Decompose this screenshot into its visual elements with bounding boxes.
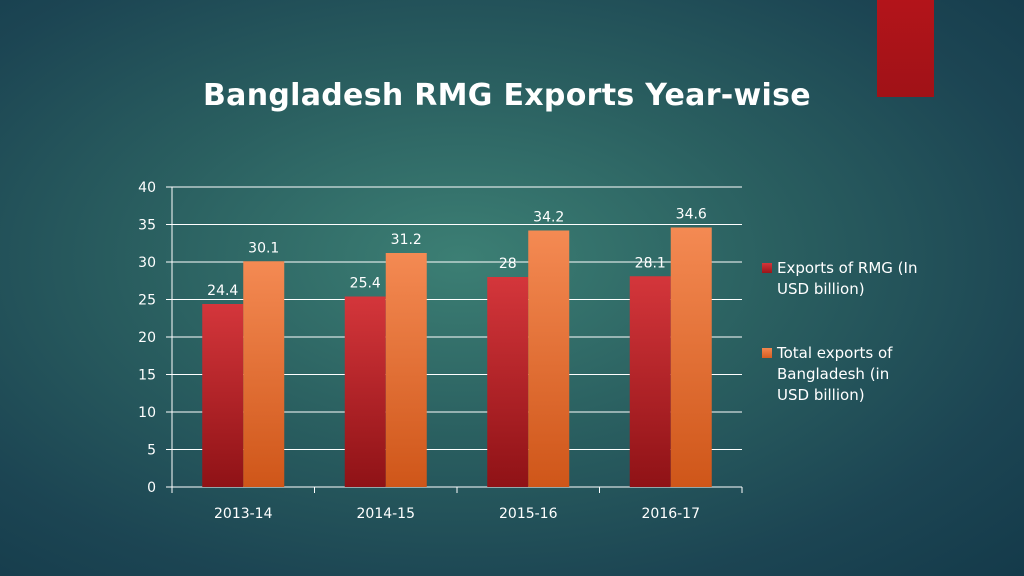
y-tick-label: 10 [138,405,156,421]
x-tick-label: 2016-17 [642,506,701,522]
data-label-rmg: 24.4 [207,283,238,299]
x-tick-label: 2013-14 [214,506,273,522]
y-tick-label: 40 [138,180,156,196]
y-tick-label: 30 [138,255,156,271]
legend-label-total: Total exports of Bangladesh (in USD bill… [777,344,893,404]
x-tick-label: 2014-15 [357,506,416,522]
data-label-total: 34.2 [533,210,564,226]
legend-item-rmg: Exports of RMG (In USD billion) [762,258,922,300]
bar-total [243,261,285,487]
legend-label-rmg: Exports of RMG (In USD billion) [777,259,918,298]
legend-swatch-total [762,348,772,358]
bar-total [528,230,570,487]
bar-rmg [344,296,386,487]
data-label-total: 34.6 [676,207,707,223]
data-label-rmg: 25.4 [350,276,381,292]
data-label-rmg: 28.1 [635,255,666,271]
bar-rmg [487,277,529,487]
accent-block [877,0,934,97]
bar-total [670,227,712,487]
data-label-total: 31.2 [391,232,422,248]
y-tick-label: 35 [138,218,156,234]
y-tick-label: 25 [138,293,156,309]
y-tick-label: 5 [147,443,156,459]
chart-legend: Exports of RMG (In USD billion) Total ex… [762,258,922,406]
data-label-total: 30.1 [248,240,279,256]
data-label-rmg: 28 [499,256,517,272]
bar-rmg [629,276,671,487]
y-tick-label: 15 [138,368,156,384]
legend-item-total: Total exports of Bangladesh (in USD bill… [762,343,922,406]
y-tick-label: 0 [147,480,156,496]
bar-rmg [202,304,244,487]
slide-title: Bangladesh RMG Exports Year-wise [203,78,811,113]
x-tick-label: 2015-16 [499,506,558,522]
y-tick-label: 20 [138,330,156,346]
legend-swatch-rmg [762,263,772,273]
bar-total [385,253,427,487]
